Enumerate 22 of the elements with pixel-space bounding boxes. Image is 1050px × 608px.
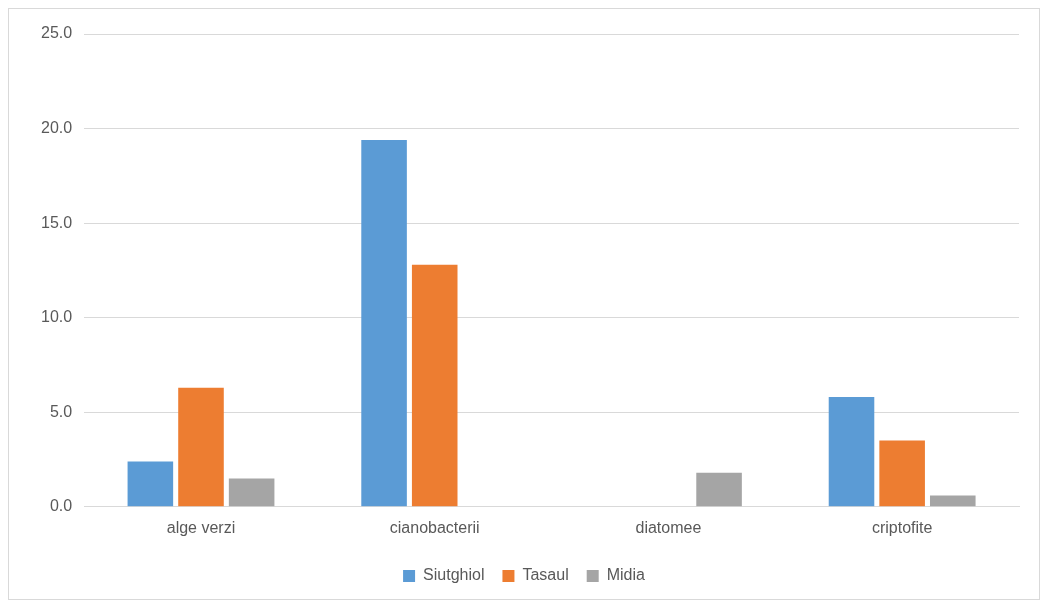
bar — [696, 472, 742, 507]
y-tick-label: 20.0 — [41, 118, 73, 136]
bar — [127, 461, 174, 507]
bar — [828, 397, 875, 507]
y-tick-label: 15.0 — [41, 213, 73, 231]
bar — [411, 264, 458, 507]
y-tick-label: 25.0 — [41, 24, 73, 42]
legend-label: Midia — [606, 566, 646, 584]
bar — [879, 440, 925, 507]
y-tick-label: 0.0 — [49, 497, 73, 515]
bar — [929, 495, 976, 507]
x-tick-label: cianobacterii — [389, 518, 480, 536]
y-tick-label: 10.0 — [41, 308, 73, 326]
x-tick-label: diatomee — [635, 518, 702, 536]
x-tick-label: criptofite — [871, 518, 933, 536]
x-tick-label: alge verzi — [166, 518, 236, 536]
legend-label: Siutghiol — [423, 566, 485, 584]
legend-label: Tasaul — [522, 566, 569, 584]
bar — [361, 139, 407, 507]
bar — [178, 387, 224, 507]
bar — [228, 478, 275, 507]
y-tick-label: 5.0 — [49, 402, 73, 420]
